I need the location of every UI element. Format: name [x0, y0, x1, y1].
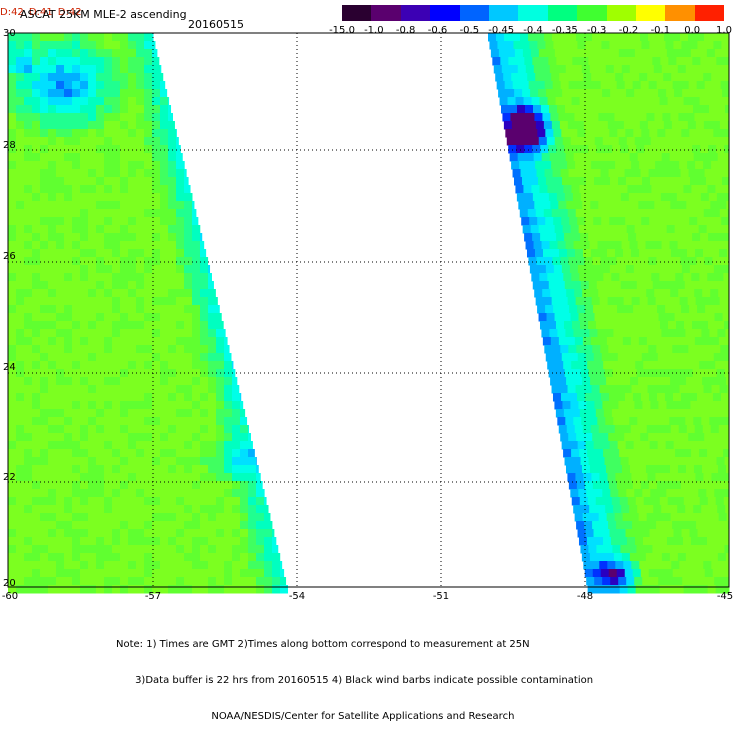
lat-label-28: 28 [3, 140, 16, 151]
colorbar-swatch [606, 5, 636, 21]
lon-label-60: -60 [1, 591, 19, 602]
lat-label-30: 30 [3, 28, 16, 39]
colorbar-swatch [694, 5, 725, 21]
colorbar-label: -15.0 [329, 25, 355, 36]
lon-label-54: -54 [288, 591, 306, 602]
colorbar-label: -0.6 [427, 25, 448, 36]
colorbar-label: -0.3 [586, 25, 607, 36]
colorbar-label: -0.35 [551, 25, 578, 36]
colorbar-swatches [342, 5, 725, 21]
colorbar-label: -0.5 [459, 25, 480, 36]
colorbar-label: 0.0 [684, 25, 701, 36]
lon-label-51: -51 [432, 591, 450, 602]
lat-label-26: 26 [3, 251, 16, 262]
colorbar-swatch [635, 5, 666, 21]
colorbar-label: 1.0 [716, 25, 732, 36]
colorbar-label: -0.2 [618, 25, 639, 36]
footer-note: Note: 1) Times are GMT 2)Times along bot… [116, 615, 593, 735]
colorbar-swatch [577, 5, 607, 21]
colorbar-label: -1.0 [364, 25, 384, 36]
time-label-right: D:42 [57, 7, 82, 18]
lat-label-20: 20 [3, 578, 16, 589]
colorbar-swatch [518, 5, 548, 21]
colorbar-swatch [547, 5, 578, 21]
note-line-1: Note: 1) Times are GMT 2)Times along bot… [116, 639, 530, 650]
colorbar-label: -0.45 [488, 25, 515, 36]
colorbar-swatch [400, 5, 431, 21]
time-label-left: D:42 [0, 7, 24, 18]
map-date: 20160515 [188, 18, 244, 31]
map-frame [7, 32, 730, 588]
swath-right [488, 33, 730, 594]
note-line-2: 3)Data buffer is 22 hrs from 20160515 4)… [116, 675, 594, 686]
map-title: ASCAT 25KM MLE-2 ascending [20, 8, 187, 21]
swath-left [8, 33, 289, 594]
colorbar-label: -0.1 [650, 25, 671, 36]
lon-label-45: -45 [716, 591, 734, 602]
map-panel [7, 32, 730, 594]
colorbar-swatch [430, 5, 460, 21]
note-line-3: NOAA/NESDIS/Center for Satellite Applica… [116, 711, 515, 722]
lat-label-24: 24 [3, 362, 16, 373]
colorbar-swatch [459, 5, 489, 21]
lon-label-57: -57 [144, 591, 162, 602]
time-label-mid: D:41 [28, 7, 53, 18]
colorbar-label: -0.4 [523, 25, 543, 36]
lat-label-22: 22 [3, 472, 16, 483]
colorbar-swatch [371, 5, 401, 21]
lon-label-48: -48 [576, 591, 594, 602]
colorbar-swatch [342, 5, 372, 21]
colorbar-swatch [665, 5, 695, 21]
colorbar-label: -0.8 [395, 25, 416, 36]
colorbar-swatch [488, 5, 519, 21]
